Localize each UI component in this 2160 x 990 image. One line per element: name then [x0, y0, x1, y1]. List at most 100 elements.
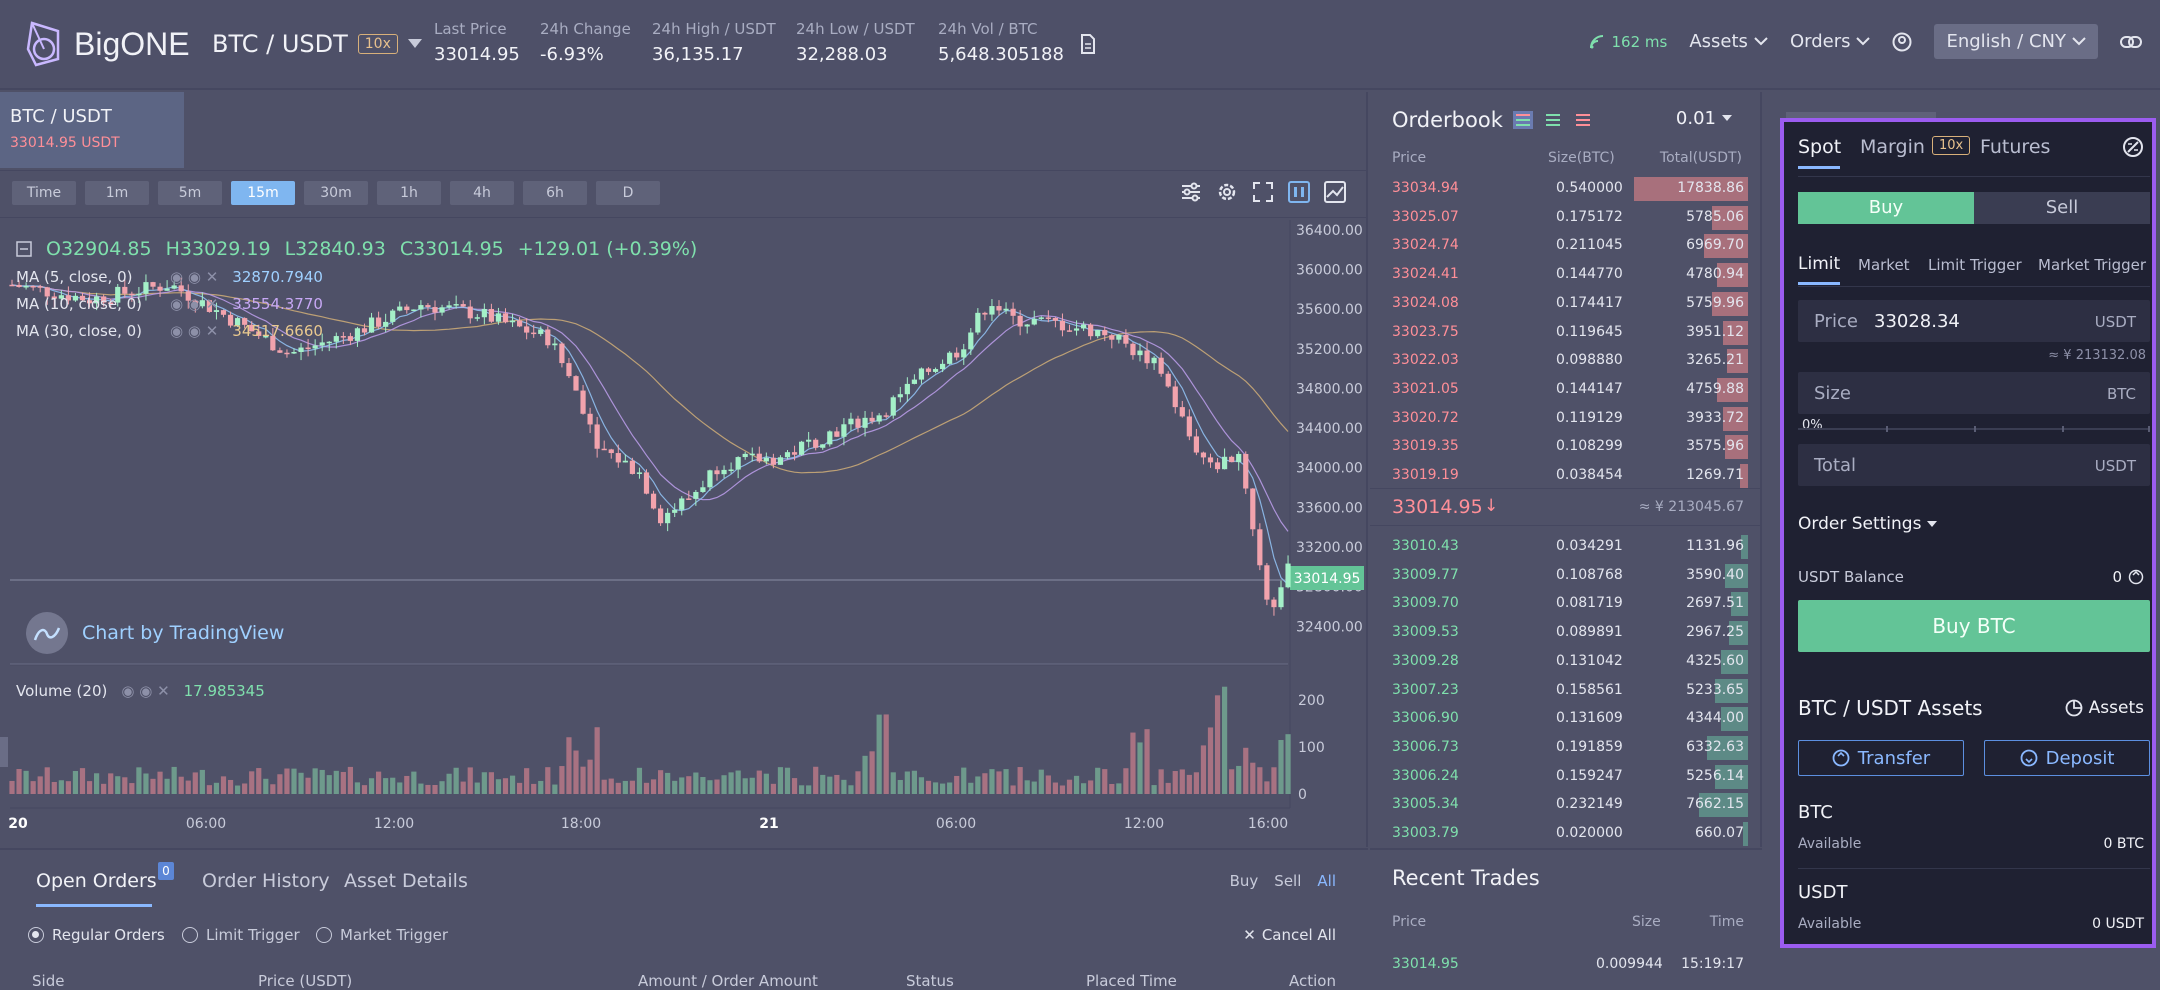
ask-row[interactable]: 33024.74 0.211045 6969.70 [1370, 231, 1762, 259]
ask-row[interactable]: 33034.94 0.540000 17838.86 [1370, 174, 1762, 202]
orders-menu[interactable]: Orders [1790, 31, 1871, 52]
filter-all[interactable]: All [1317, 872, 1336, 890]
gear-icon[interactable] [1216, 181, 1238, 203]
calculator-icon[interactable] [2122, 136, 2144, 158]
tab-futures[interactable]: Futures [1980, 136, 2051, 158]
bid-row[interactable]: 33006.90 0.131609 4344.00 [1370, 704, 1762, 732]
tab-spot[interactable]: Spot [1798, 136, 1842, 158]
candlestick-chart[interactable]: 36400.00 36000.00 35600.00 35200.00 34800.00… [0, 220, 1368, 847]
asks-view-icon[interactable] [1573, 111, 1593, 129]
ask-row[interactable]: 33019.35 0.108299 3575.96 [1370, 432, 1762, 460]
interval-5m[interactable]: 5m [158, 181, 222, 205]
ask-row[interactable]: 33021.05 0.144147 4759.88 [1370, 375, 1762, 403]
tradingview-badge[interactable]: Chart by TradingView [26, 612, 284, 654]
radio-regular-orders[interactable]: Regular Orders [28, 926, 165, 944]
interval-1h[interactable]: 1h [377, 181, 441, 205]
size-slider[interactable] [1798, 426, 2150, 432]
radio-market-trigger[interactable]: Market Trigger [316, 926, 448, 944]
volume-bar [206, 785, 212, 794]
buy-btc-button[interactable]: Buy BTC [1798, 600, 2150, 652]
filter-buy[interactable]: Buy [1229, 872, 1259, 890]
document-icon[interactable] [1080, 34, 1096, 54]
sidebar-toggle-handle[interactable] [0, 737, 8, 767]
volume-bar [1264, 781, 1270, 794]
volume-legend-controls[interactable]: ◉ ◉ ✕ [121, 682, 170, 700]
bid-row[interactable]: 33007.23 0.158561 5233.65 [1370, 676, 1762, 704]
language-selector[interactable]: English / CNY [1934, 24, 2098, 59]
interval-1m[interactable]: 1m [85, 181, 149, 205]
link-icon[interactable] [2120, 33, 2142, 51]
volume-bar [467, 767, 473, 794]
bid-row[interactable]: 33009.70 0.081719 2697.51 [1370, 589, 1762, 617]
filter-sell[interactable]: Sell [1274, 872, 1302, 890]
ask-row[interactable]: 33024.41 0.144770 4780.94 [1370, 260, 1762, 288]
interval-6h[interactable]: 6h [523, 181, 587, 205]
bid-row[interactable]: 33006.24 0.159247 5256.14 [1370, 762, 1762, 790]
order-type-market-trigger[interactable]: Market Trigger [2038, 256, 2147, 274]
ask-row[interactable]: 33022.03 0.098880 3265.21 [1370, 346, 1762, 374]
bigone-logo[interactable]: BigONE [24, 16, 204, 72]
fullscreen-icon[interactable] [1252, 181, 1274, 203]
assets-link[interactable]: Assets [2065, 698, 2144, 718]
bid-row[interactable]: 33005.34 0.232149 7662.15 [1370, 790, 1762, 818]
interval-4h[interactable]: 4h [450, 181, 514, 205]
collapse-legend-icon[interactable] [16, 241, 32, 257]
volume-bar [1179, 769, 1185, 794]
buy-toggle[interactable]: Buy [1798, 192, 1974, 224]
ask-row[interactable]: 33024.08 0.174417 5759.96 [1370, 289, 1762, 317]
order-settings-toggle[interactable]: Order Settings [1798, 514, 1938, 534]
indicator-settings-icon[interactable] [1180, 181, 1202, 203]
bids-view-icon[interactable] [1543, 111, 1563, 129]
candle-mode-icon[interactable] [1288, 181, 1310, 203]
volume-bar [629, 780, 635, 794]
order-type-limit[interactable]: Limit [1798, 254, 1841, 274]
bid-row[interactable]: 33003.79 0.020000 660.07 [1370, 819, 1762, 847]
ob-col-total: Total(USDT) [1659, 150, 1742, 166]
order-size: 0.211045 [1556, 237, 1623, 254]
tab-open-orders[interactable]: Open Orders [36, 870, 157, 892]
radio-limit-trigger[interactable]: Limit Trigger [182, 926, 300, 944]
assets-menu[interactable]: Assets [1689, 31, 1768, 52]
precision-selector[interactable]: 0.01 [1676, 108, 1732, 129]
depth-chart-icon[interactable] [1324, 181, 1346, 203]
volume-bar [1250, 762, 1256, 794]
ma-legend-controls[interactable]: ◉ ◉ ✕ [170, 322, 219, 340]
volume-bar [235, 785, 241, 794]
ma-legend-controls[interactable]: ◉ ◉ ✕ [170, 268, 219, 286]
ask-row[interactable]: 33023.75 0.119645 3951.12 [1370, 318, 1762, 346]
bid-row[interactable]: 33009.77 0.108768 3590.40 [1370, 561, 1762, 589]
tab-asset-details[interactable]: Asset Details [344, 870, 468, 892]
interval-time[interactable]: Time [12, 181, 76, 205]
tab-margin[interactable]: Margin [1860, 136, 1925, 158]
user-icon[interactable] [1892, 32, 1912, 52]
size-input[interactable]: Size BTC [1798, 372, 2150, 414]
pair-selector[interactable]: BTC / USDT 10x [212, 30, 422, 58]
interval-d[interactable]: D [596, 181, 660, 205]
both-sides-view-icon[interactable] [1512, 111, 1533, 129]
depth-bar [1722, 406, 1748, 431]
transfer-icon[interactable] [2128, 569, 2144, 585]
candle-body [79, 295, 86, 301]
interval-30m[interactable]: 30m [304, 181, 368, 205]
transfer-button[interactable]: Transfer [1798, 740, 1964, 776]
sell-toggle[interactable]: Sell [1974, 192, 2150, 224]
deposit-button[interactable]: Deposit [1984, 740, 2150, 776]
price-input[interactable]: Price 33028.34 USDT [1798, 300, 2150, 342]
bid-row[interactable]: 33009.53 0.089891 2967.25 [1370, 618, 1762, 646]
ask-row[interactable]: 33025.07 0.175172 5785.06 [1370, 203, 1762, 231]
chart-pair-tab[interactable]: BTC / USDT 33014.95 USDT [0, 92, 184, 168]
tab-order-history[interactable]: Order History [202, 870, 330, 892]
volume-bar [524, 768, 530, 794]
ma-legend-controls[interactable]: ◉ ◉ ✕ [170, 295, 219, 313]
bid-row[interactable]: 33006.73 0.191859 6332.63 [1370, 733, 1762, 761]
bid-row[interactable]: 33009.28 0.131042 4325.60 [1370, 647, 1762, 675]
order-type-market[interactable]: Market [1858, 256, 1910, 274]
volume-bar [982, 773, 988, 794]
ask-row[interactable]: 33020.72 0.119129 3933.72 [1370, 404, 1762, 432]
bid-row[interactable]: 33010.43 0.034291 1131.96 [1370, 532, 1762, 560]
interval-15m[interactable]: 15m [231, 181, 295, 205]
ask-row[interactable]: 33019.19 0.038454 1269.71 [1370, 461, 1762, 489]
cancel-all-button[interactable]: ✕ Cancel All [1243, 926, 1336, 944]
order-type-limit-trigger[interactable]: Limit Trigger [1928, 256, 2022, 274]
total-input[interactable]: Total USDT [1798, 444, 2150, 486]
